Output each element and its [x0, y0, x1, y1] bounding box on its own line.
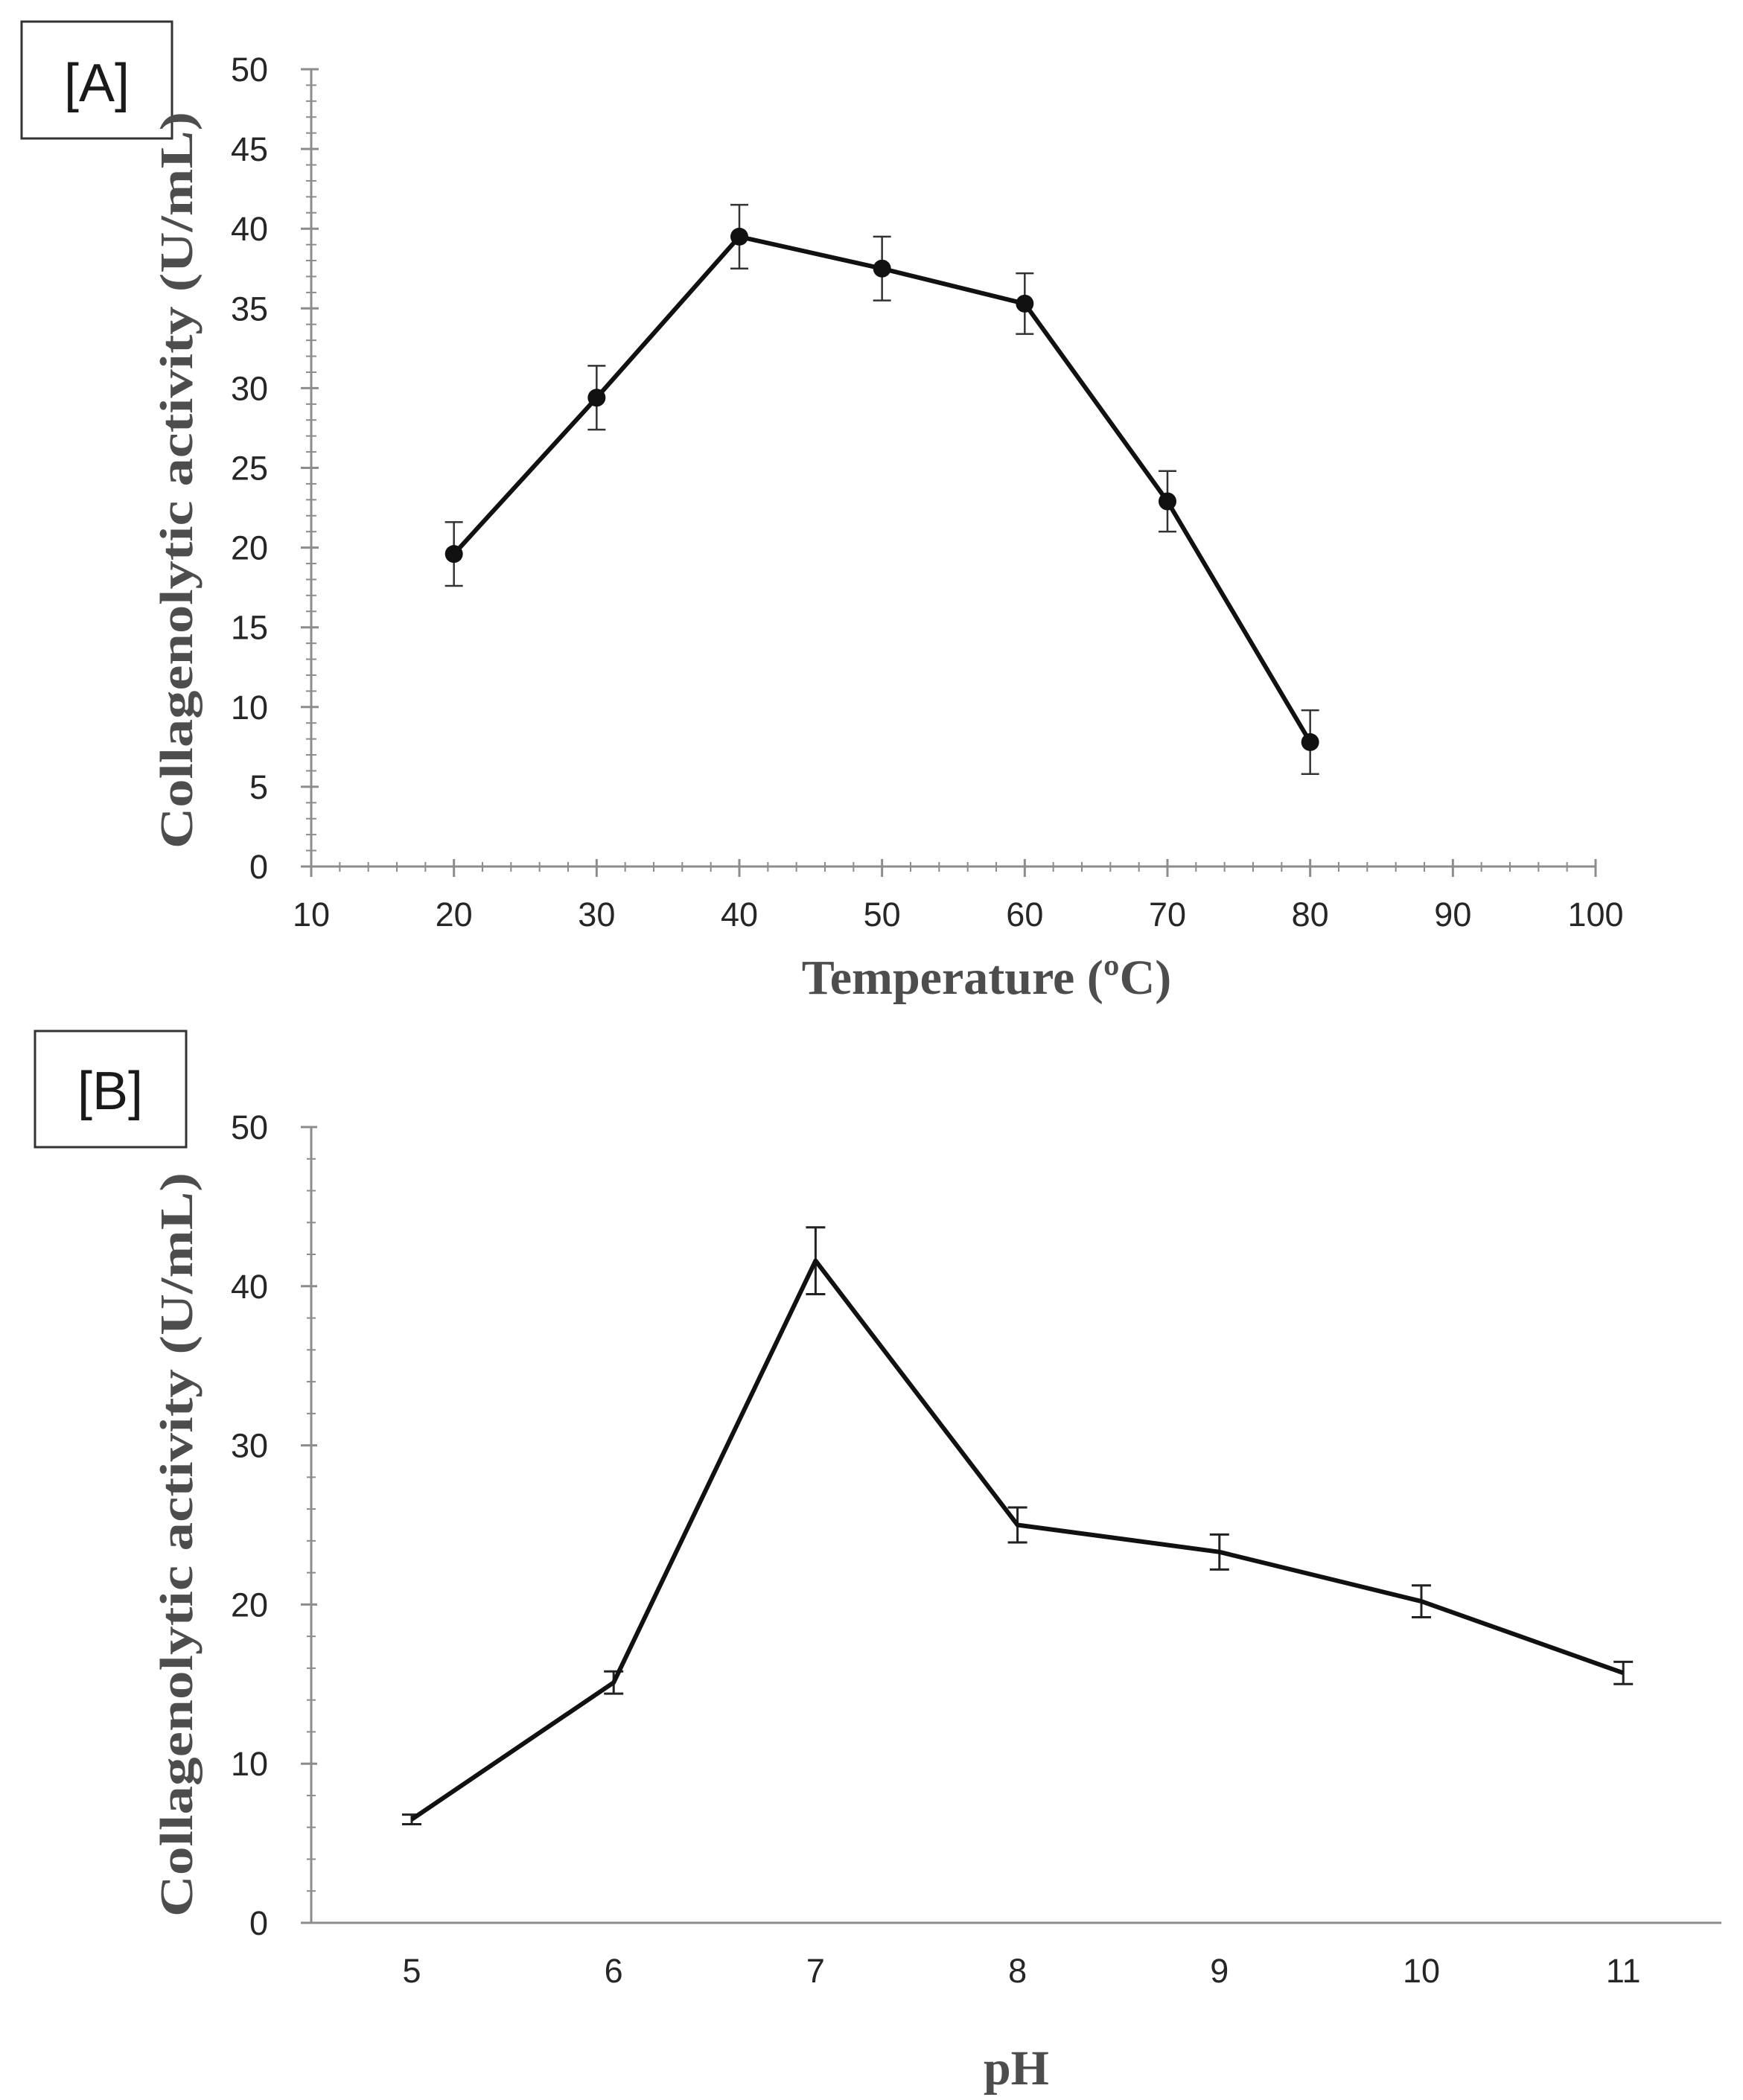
panel-a-y-tick-label: 15: [231, 609, 268, 647]
panel-b-x-axis-title: pH: [984, 2041, 1049, 2096]
panel-b-ph-chart: [B] Collagenolytic activity (U/mL) pH 0 1…: [34, 1030, 1721, 2096]
panel-a-y-tick-label: 50: [231, 51, 268, 89]
panel-a-y-tick-label: 20: [231, 529, 268, 567]
panel-a-x-tick-label: 20: [436, 896, 473, 933]
panel-a-data-point: [730, 227, 748, 246]
panel-a-x-tick-label: 40: [721, 896, 758, 933]
panel-b-x-tick-label: 11: [1606, 1952, 1641, 1990]
panel-a-series-line: [452, 234, 1313, 744]
panel-a-x-axis-title: Temperature (ºC): [802, 951, 1172, 1005]
panel-a-x-tick-label: 80: [1292, 896, 1329, 933]
panel-a-x-tick-label: 90: [1434, 896, 1471, 933]
panel-a-y-tick-label: 45: [231, 130, 268, 168]
panel-b-error-bar: [1613, 1660, 1634, 1685]
panel-a-ticks: 0 5 10 15 20 25 30 35 40 45 50 10 20 30 40 50 60 70 80 90 10…: [231, 51, 1624, 933]
panel-b-y-tick-label: 10: [231, 1745, 268, 1783]
panel-a-minor-ticks: [306, 68, 1596, 872]
panel-b-y-axis-title: Collagenolytic activity (U/mL): [152, 1172, 203, 1917]
panel-a-data-point: [873, 259, 891, 278]
panel-b-x-tick-label: 5: [402, 1952, 421, 1990]
panel-b-y-tick-label: 0: [249, 1904, 268, 1942]
panel-a-data-point: [444, 545, 463, 564]
panel-a-y-tick-label: 25: [231, 450, 268, 488]
panel-b-label: [B]: [77, 1062, 143, 1121]
panel-a-data-point: [1301, 733, 1319, 751]
panel-b-y-tick-label: 40: [231, 1268, 268, 1306]
panel-b-label-box: [34, 1030, 188, 1149]
panel-b-x-tick-label: 7: [806, 1952, 825, 1990]
panel-a-data-point: [587, 389, 606, 407]
panel-a-data-points: [444, 227, 1319, 751]
panel-b-x-tick-label: 6: [605, 1952, 623, 1990]
panel-a-temperature-chart: [A] Collagenolytic activity (U/mL) Tempe…: [20, 20, 1624, 1005]
panel-b-y-tick-label: 30: [231, 1427, 268, 1465]
panel-a-data-point: [1159, 492, 1176, 511]
panel-a-error-bars: [444, 203, 1319, 776]
panel-b-series-line: [410, 1258, 1625, 1822]
panel-a-y-tick-label: 40: [231, 210, 268, 248]
panel-a-x-tick-label: 30: [578, 896, 615, 933]
panel-b-x-tick-label: 8: [1008, 1952, 1027, 1990]
panel-b-x-tick-label: 9: [1210, 1952, 1229, 1990]
panel-a-x-tick-label: 10: [293, 896, 330, 933]
panel-a-label: [A]: [64, 54, 130, 113]
panel-b-ticks: 0 10 20 30 40 50 5 6 7 8 9 10 11: [231, 1108, 1641, 1990]
panel-b-y-tick-label: 20: [231, 1586, 268, 1624]
panel-a-x-tick-label: 50: [864, 896, 901, 933]
panel-a-label-box: [20, 20, 173, 140]
panel-a-y-tick-label: 30: [231, 369, 268, 407]
panel-a-data-point: [1016, 294, 1034, 313]
panel-a-y-tick-label: 35: [231, 290, 268, 328]
panel-b-y-tick-label: 50: [231, 1108, 268, 1146]
panel-a-y-tick-label: 10: [231, 689, 268, 727]
panel-a-x-tick-label: 100: [1567, 896, 1623, 933]
panel-a-y-tick-label: 5: [249, 768, 268, 806]
panel-a-y-tick-label: 0: [249, 848, 268, 886]
panel-a-y-axis-title: Collagenolytic activity (U/mL): [152, 112, 203, 849]
panel-a-x-tick-label: 60: [1006, 896, 1043, 933]
panel-b-x-tick-label: 10: [1403, 1952, 1440, 1990]
panel-a-x-tick-label: 70: [1149, 896, 1186, 933]
